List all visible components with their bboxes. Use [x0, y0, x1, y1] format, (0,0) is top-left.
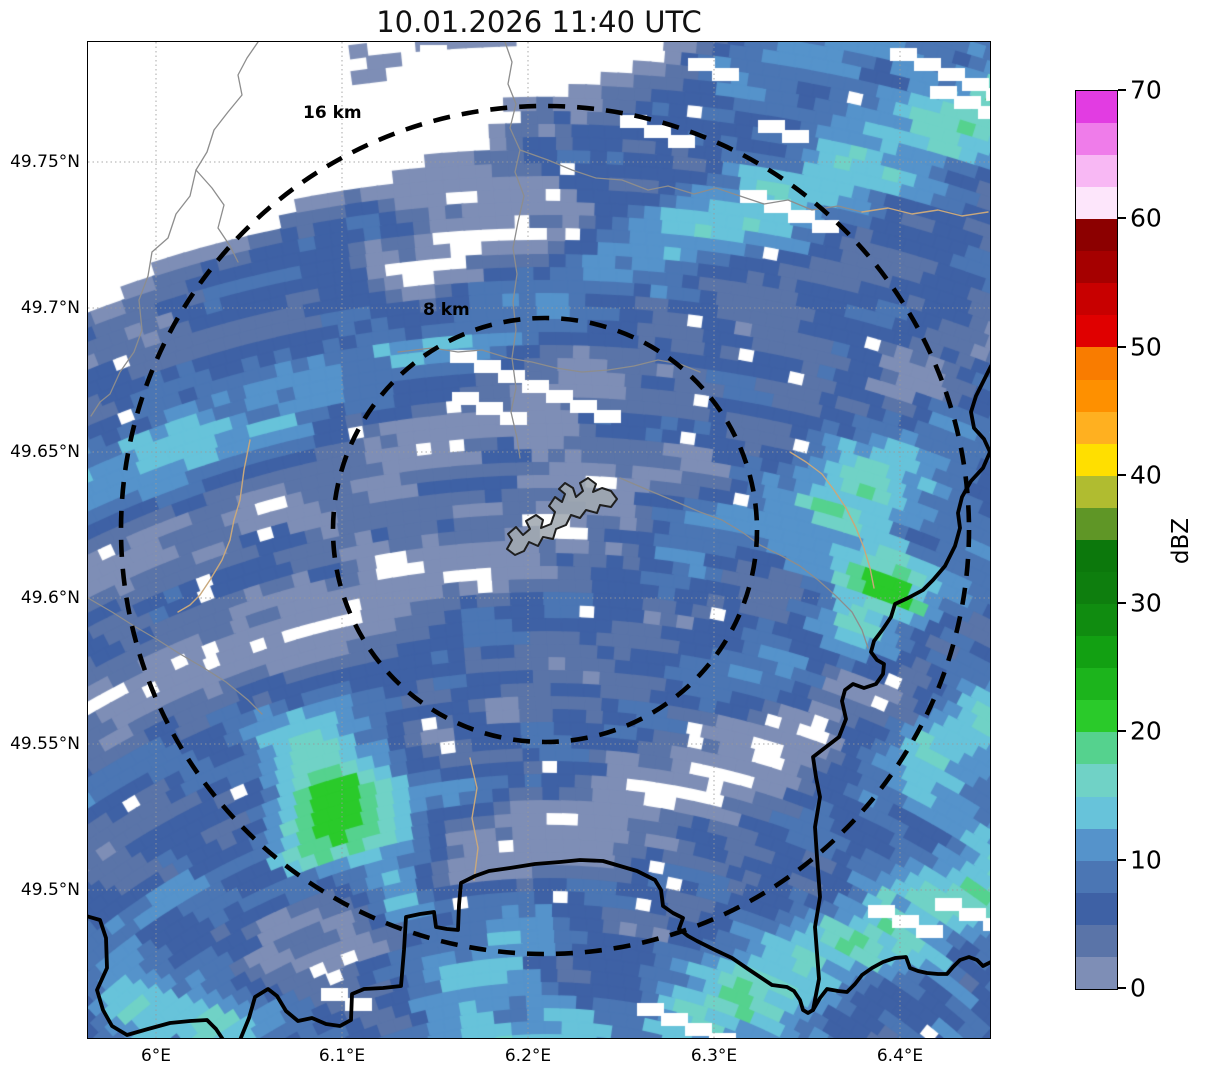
- colorbar-segment: [1076, 636, 1117, 669]
- road-river-lines: [177, 207, 989, 881]
- airport-city-outline: [506, 477, 618, 556]
- lon-tick-label: 6.1°E: [318, 1046, 366, 1066]
- country-border-east: [811, 364, 990, 1012]
- map-overlay-svg: 16 km 8 km: [88, 42, 990, 1038]
- colorbar-tick-label: 20: [1130, 716, 1162, 746]
- colorbar-tick: [1118, 987, 1126, 989]
- colorbar-segment: [1076, 571, 1117, 605]
- colorbar-segment: [1076, 347, 1117, 380]
- colorbar-tick: [1118, 474, 1126, 476]
- map-plot-area: 16 km 8 km: [88, 42, 990, 1038]
- country-border-southeast: [811, 955, 990, 1012]
- colorbar-segment: [1076, 315, 1117, 348]
- colorbar-segment: [1076, 475, 1117, 508]
- colorbar-tick-label: 50: [1130, 332, 1162, 362]
- colorbar-segment: [1076, 539, 1117, 572]
- colorbar-tick-label: 30: [1130, 588, 1162, 618]
- colorbar-segment: [1076, 283, 1117, 316]
- colorbar-segment: [1076, 154, 1117, 188]
- colorbar-segment: [1076, 828, 1117, 861]
- colorbar-tick: [1118, 602, 1126, 604]
- range-ring-16km: [118, 103, 972, 957]
- colorbar-segment: [1076, 860, 1117, 893]
- colorbar-segment: [1076, 411, 1117, 444]
- country-border-south: [88, 858, 815, 1038]
- colorbar-segment: [1076, 892, 1117, 925]
- colorbar-segment: [1076, 379, 1117, 412]
- lat-tick-label: 49.75°N: [10, 152, 80, 172]
- lon-tick-label: 6.2°E: [504, 1046, 552, 1066]
- lat-tick-label: 49.65°N: [10, 442, 80, 462]
- dbz-colorbar: [1075, 90, 1118, 990]
- colorbar-segment: [1076, 700, 1117, 733]
- colorbar-segment: [1076, 764, 1117, 797]
- range-ring-8km: [330, 315, 760, 745]
- colorbar-tick-label: 70: [1130, 75, 1162, 105]
- colorbar-tick: [1118, 89, 1126, 91]
- lon-tick-label: 6°E: [140, 1046, 172, 1066]
- colorbar-tick-label: 40: [1130, 460, 1162, 490]
- graticule-gridlines: [88, 42, 990, 1038]
- plot-title: 10.01.2026 11:40 UTC: [376, 5, 702, 39]
- colorbar-unit-label: dBZ: [1168, 517, 1194, 565]
- colorbar-segment: [1076, 251, 1117, 284]
- colorbar-segment: [1076, 90, 1117, 123]
- colorbar-tick: [1118, 217, 1126, 219]
- lat-tick-label: 49.7°N: [20, 298, 80, 318]
- colorbar-segment: [1076, 122, 1117, 155]
- colorbar-tick-label: 10: [1130, 845, 1162, 875]
- colorbar-tick: [1118, 346, 1126, 348]
- ring-label-16km: 16 km: [303, 103, 362, 123]
- colorbar-segment: [1076, 443, 1117, 476]
- colorbar-segment: [1076, 507, 1117, 540]
- admin-boundaries: [88, 42, 869, 715]
- colorbar-segment: [1076, 732, 1117, 765]
- ring-label-8km: 8 km: [423, 300, 470, 320]
- colorbar-segment: [1076, 219, 1117, 252]
- colorbar-segment: [1076, 956, 1117, 989]
- lat-tick-label: 49.55°N: [10, 734, 80, 754]
- colorbar-tick: [1118, 730, 1126, 732]
- colorbar-segment: [1076, 796, 1117, 829]
- lat-tick-label: 49.6°N: [20, 588, 80, 608]
- lon-tick-label: 6.3°E: [690, 1046, 738, 1066]
- colorbar-segment: [1076, 924, 1117, 957]
- colorbar-segment: [1076, 668, 1117, 701]
- colorbar-tick: [1118, 859, 1126, 861]
- lat-tick-label: 49.5°N: [20, 880, 80, 900]
- lon-tick-label: 6.4°E: [876, 1046, 924, 1066]
- colorbar-segment: [1076, 604, 1117, 637]
- colorbar-tick-label: 0: [1130, 973, 1146, 1003]
- colorbar-tick-label: 60: [1130, 203, 1162, 233]
- colorbar-segment: [1076, 187, 1117, 220]
